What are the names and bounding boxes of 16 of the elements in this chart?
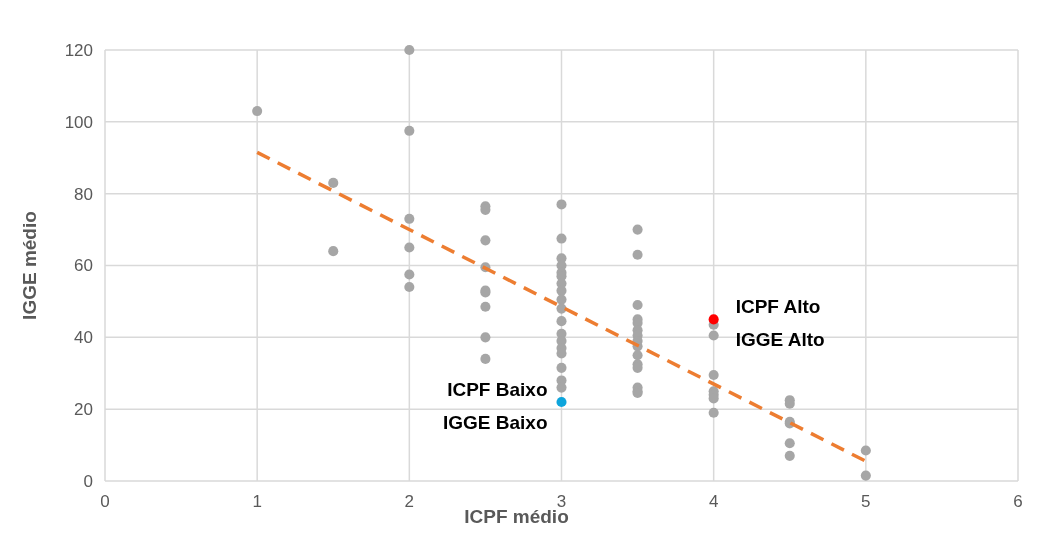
y-tick-label: 60 — [74, 256, 93, 276]
y-tick-label: 0 — [83, 471, 93, 491]
x-tick-label: 4 — [708, 492, 719, 511]
x-tick-label: 2 — [404, 492, 415, 511]
y-tick-label: 100 — [64, 112, 93, 132]
annotation: ICPF Alto IGGE Alto — [735, 296, 825, 351]
y-tick-label: 120 — [64, 40, 93, 60]
x-tick-label: 6 — [1013, 492, 1023, 511]
y-tick-label: 80 — [74, 184, 93, 204]
x-tick-label: 0 — [100, 492, 110, 511]
y-tick-label: 20 — [74, 400, 93, 420]
x-tick-label: 5 — [861, 492, 871, 511]
y-tick-label: 40 — [74, 328, 93, 348]
x-tick-label: 1 — [252, 492, 262, 511]
y-axis-title: IGGE médio — [19, 211, 40, 320]
annotation: ICPF Baixo IGGE Baixo — [442, 378, 548, 433]
